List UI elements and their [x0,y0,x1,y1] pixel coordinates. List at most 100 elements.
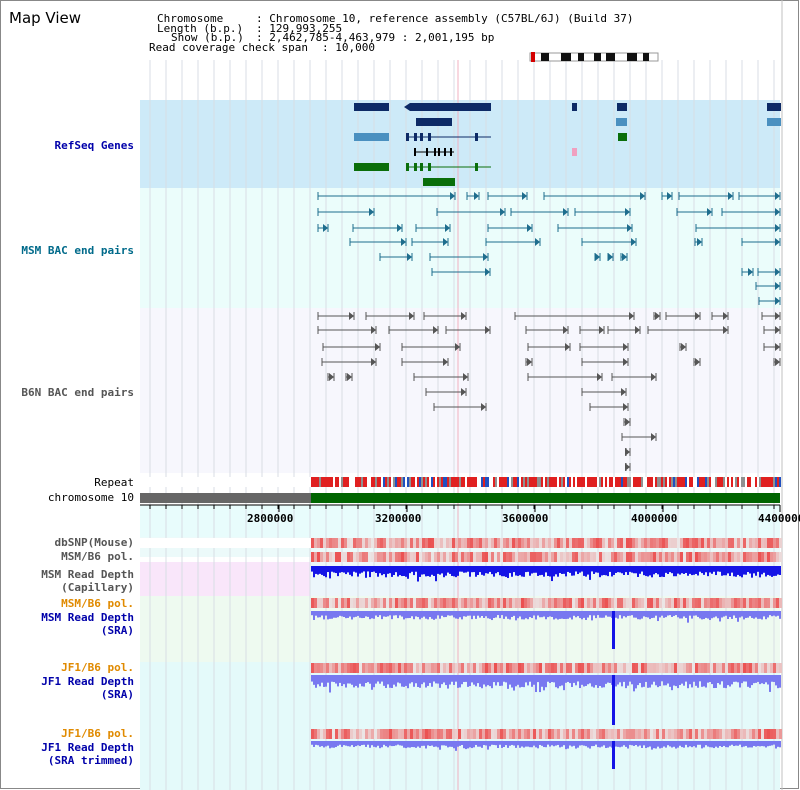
jf1-sra-depth [695,675,697,686]
track-label-dbsnp[interactable]: dbSNP(Mouse) [54,536,134,549]
repeat-element [503,477,505,487]
jf1-pol2-cell [626,729,629,739]
track-label-repeat[interactable]: Repeat [94,476,134,489]
msm-capillary-depth [777,566,779,575]
msm-capillary-depth [409,566,411,574]
msm-sra-depth [345,611,347,619]
jf1-pol2-cell [728,729,731,739]
track-label-chromosome[interactable]: chromosome 10 [47,491,134,504]
dbsnp-snp [479,538,482,548]
msm-capillary-depth [501,566,503,577]
jf1-pol2-cell [440,729,443,739]
msm-pol2-cell [449,598,452,608]
msm-sra-depth [675,611,677,616]
jf1-pol2-cell [743,729,746,739]
track-label-msm-pol-1[interactable]: MSM/B6 pol. [61,550,134,563]
track-label-refseq[interactable]: RefSeq Genes [54,139,134,152]
jf1-trim-depth [445,741,447,746]
jf1-pol2-cell [383,729,386,739]
repeat-element [649,477,651,487]
jf1-pol2-cell [329,729,332,739]
jf1-pol-cell [338,663,341,673]
track-label-msm-pol-2[interactable]: MSM/B6 pol. [61,597,134,610]
msm-sra-depth [559,611,561,619]
msm-pol2-cell [719,598,722,608]
track-label-jf1-depth-sra[interactable]: JF1 Read Depth [41,675,134,688]
dbsnp-snp [386,538,389,548]
msm-capillary-depth [557,566,559,577]
jf1-pol2-cell [563,729,566,739]
msm-capillary-depth [345,566,347,575]
track-label-jf1-pol-1[interactable]: JF1/B6 pol. [61,661,134,674]
repeat-element [749,477,751,487]
jf1-pol2-cell [443,729,446,739]
msm-capillary-depth [331,566,333,572]
refseq-gene [767,103,781,111]
repeat-element [733,477,735,487]
jf1-sra-depth [337,675,339,687]
jf1-sra-depth [513,675,515,691]
jf1-sra-depth [679,675,681,686]
jf1-pol-cell [368,663,371,673]
dbsnp-snp [383,538,386,548]
msm-capillary-depth [769,566,771,576]
msm-pol-cell [665,552,668,562]
msm-pol2-cell [317,598,320,608]
jf1-sra-depth [715,675,717,688]
repeat-element [717,477,719,487]
jf1-sra-depth [675,675,677,687]
dbsnp-snp [431,538,434,548]
track-label-jf1-pol-2[interactable]: JF1/B6 pol. [61,727,134,740]
repeat-element [623,477,625,487]
jf1-pol2-cell [431,729,434,739]
msm-capillary-depth [373,566,375,572]
jf1-trim-depth [649,741,651,747]
msm-sra-depth [711,611,713,619]
repeat-element [377,477,379,487]
refseq-gene [617,103,627,111]
jf1-trim-depth [401,741,403,746]
track-label-msm-bac[interactable]: MSM BAC end pairs [21,244,134,257]
msm-pol2-cell [671,598,674,608]
track-label-msm-depth-sra[interactable]: MSM Read Depth [41,611,134,624]
jf1-pol2-cell [527,729,530,739]
msm-sra-depth [671,611,673,617]
msm-capillary-depth [311,566,313,572]
dbsnp-snp [398,538,401,548]
msm-pol-cell [338,552,341,562]
jf1-trim-depth [715,741,717,747]
jf1-sra-depth [631,675,633,685]
jf1-pol2-cell [548,729,551,739]
track-label-jf1-depth-trim[interactable]: JF1 Read Depth [41,741,134,754]
track-label-msm-depth-cap[interactable]: MSM Read Depth [41,568,134,581]
refseq-exon [428,163,431,171]
msm-capillary-depth [497,566,499,573]
refseq-gene [354,163,389,171]
dbsnp-snp [602,538,605,548]
refseq-exon [434,148,436,156]
track-label-b6n-bac[interactable]: B6N BAC end pairs [21,386,134,399]
b6n-bac-pair-arrow [651,433,656,441]
repeat-element [453,477,455,487]
msm-sra-depth [479,611,481,618]
jf1-pol-cell [749,663,752,673]
jf1-sra-depth [471,675,473,683]
msm-pol2-cell [578,598,581,608]
msm-sra-depth [509,611,511,620]
jf1-pol-cell [539,663,542,673]
msm-pol2-cell [743,598,746,608]
jf1-trim-depth [655,741,657,749]
msm-pol2-cell [494,598,497,608]
jf1-sra-depth [703,675,705,687]
msm-pol2-cell [476,598,479,608]
msm-capillary-depth [705,566,707,573]
msm-capillary-depth [613,566,615,575]
msm-pol-cell [557,552,560,562]
jf1-pol2-cell [569,729,572,739]
msm-pol2-cell [716,598,719,608]
jf1-trim-depth [481,741,483,748]
jf1-pol-cell [476,663,479,673]
jf1-sra-depth [555,675,557,688]
msm-sra-depth [751,611,753,618]
repeat-element [643,477,645,487]
